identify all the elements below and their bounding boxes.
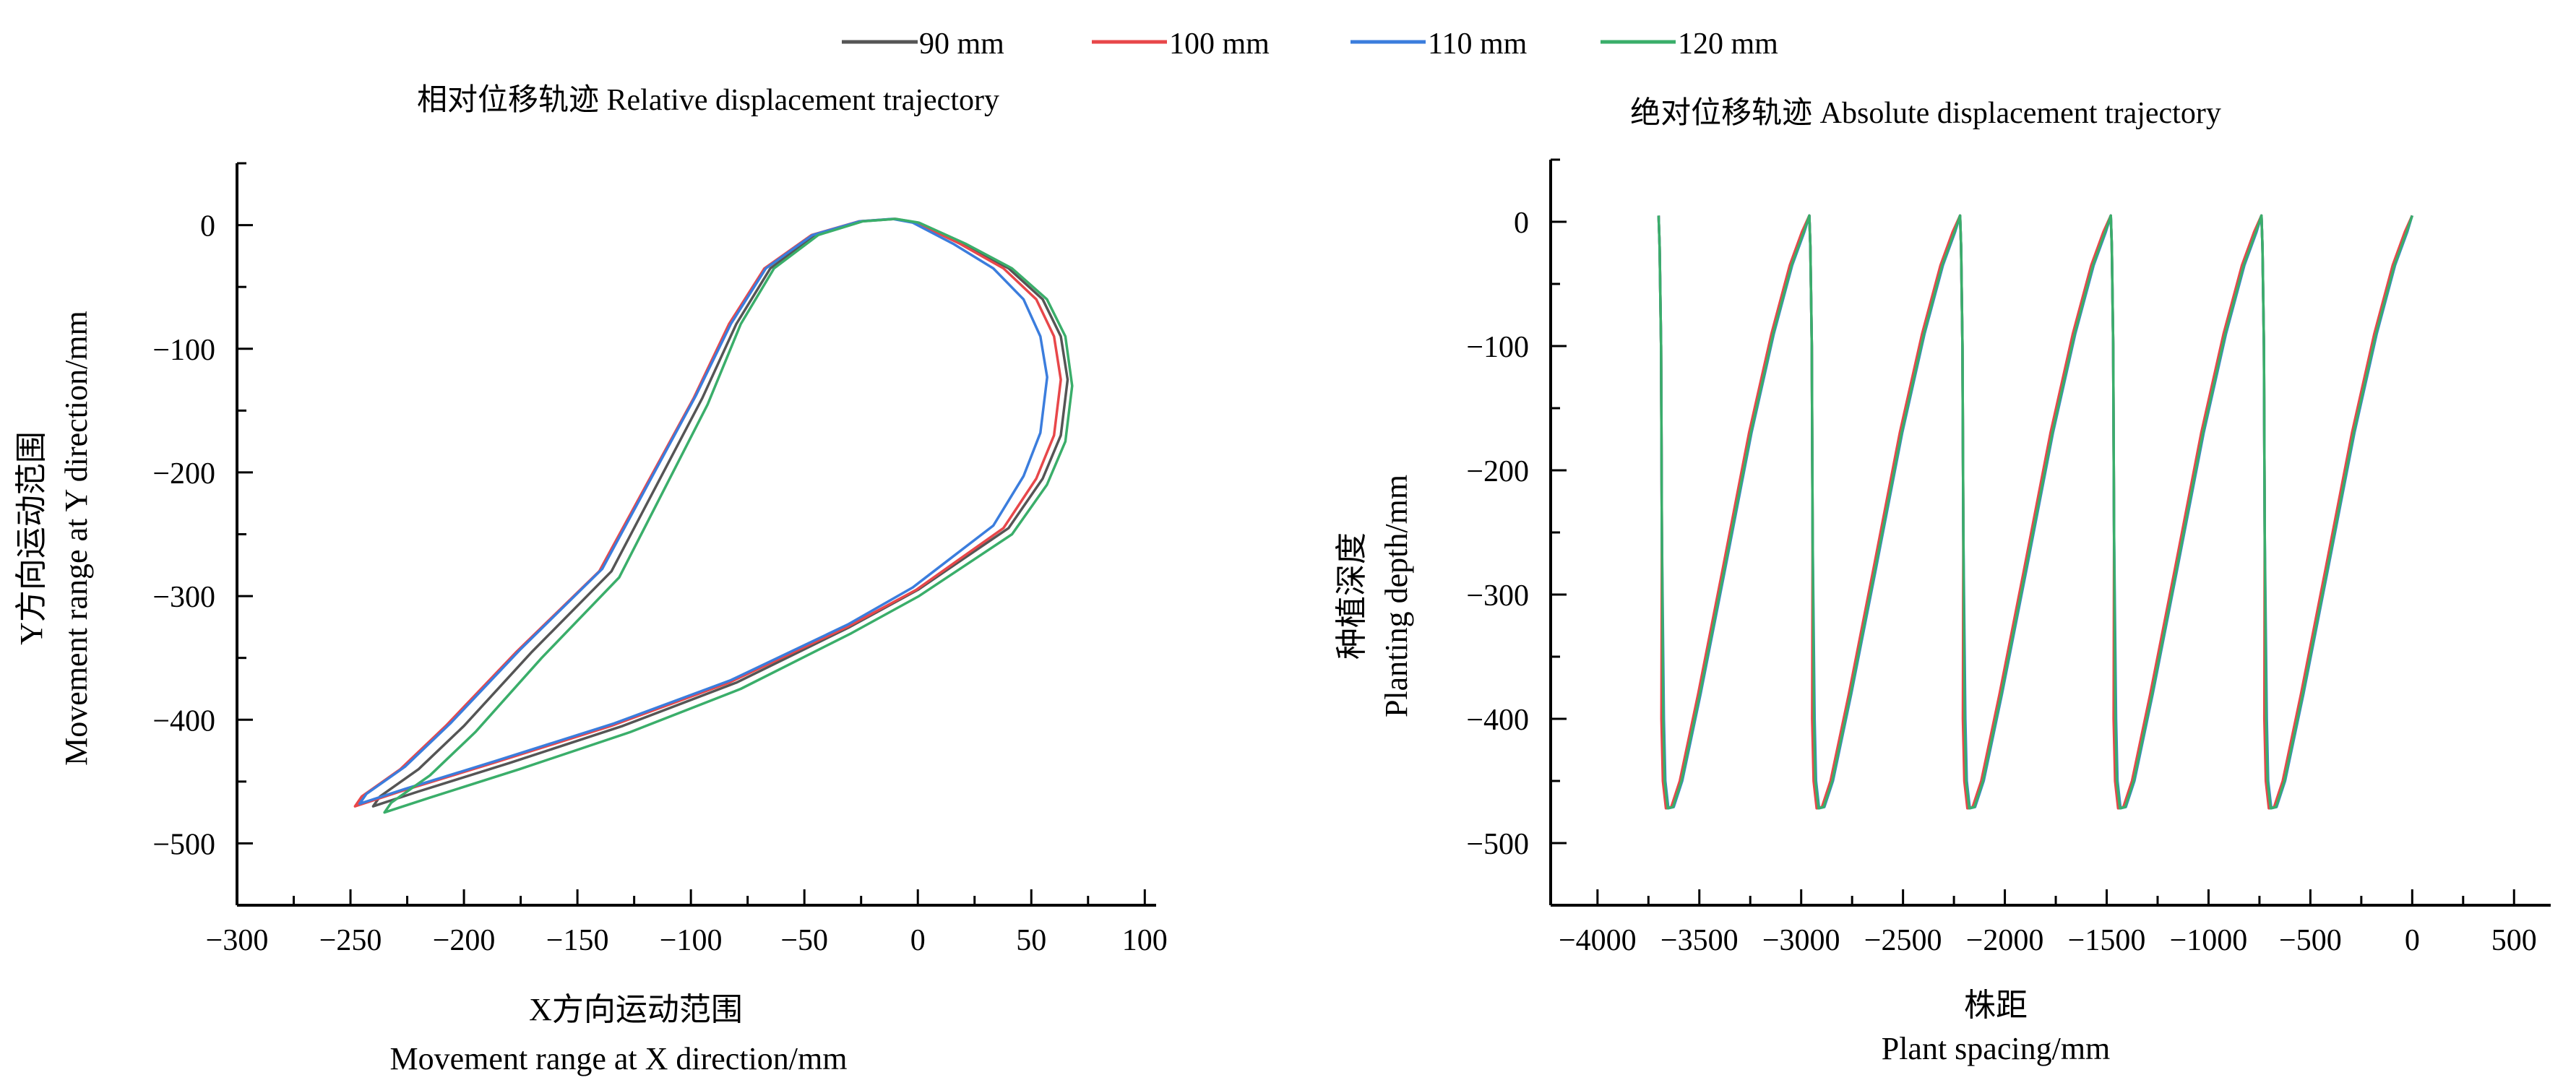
y-tick-label: −400 — [1466, 704, 1529, 737]
x-tick-label: 500 — [2491, 924, 2537, 957]
left-xlabel-en: Movement range at X direction/mm — [390, 1041, 848, 1076]
legend-label-120: 120 mm — [1678, 27, 1778, 61]
x-tick-label: −2500 — [1864, 924, 1942, 957]
x-tick-label: −200 — [433, 924, 496, 957]
legend: 90 mm 100 mm 110 mm 120 mm — [842, 27, 1778, 61]
right-xlabel-en: Plant spacing/mm — [1882, 1031, 2111, 1066]
x-tick-label: 50 — [1016, 924, 1046, 957]
x-tick-label: −1000 — [2170, 924, 2248, 957]
x-tick-label: −150 — [546, 924, 609, 957]
legend-label-110: 110 mm — [1428, 27, 1528, 61]
right-y-axis-label: 种植深度 Planting depth/mm — [1334, 475, 1414, 717]
left-chart-title: 相对位移轨迹 Relative displacement trajectory — [417, 83, 999, 117]
right-plot: −4000 −3500 −3000 −2500 −2000 −1500 −1000 −500 0… — [1466, 158, 2551, 957]
right-xlabel-cn: 株距 — [1964, 988, 2028, 1023]
left-plot: −300 −250 −200 −150 −100 −50 0 50 1000−100−200−3… — [152, 162, 1168, 957]
x-tick-label: −3000 — [1762, 924, 1840, 957]
y-tick-label: −500 — [152, 828, 215, 861]
right-ylabel-cn: 种植深度 — [1334, 532, 1369, 660]
x-tick-label: −500 — [2279, 924, 2342, 957]
x-tick-label: −1500 — [2068, 924, 2146, 957]
absolute-trajectory-120mm — [1657, 214, 2413, 810]
y-tick-label: −400 — [152, 704, 215, 738]
legend-label-100: 100 mm — [1169, 27, 1270, 61]
x-tick-label: 0 — [910, 924, 926, 957]
x-tick-label: −100 — [660, 924, 723, 957]
left-xlabel-cn: X方向运动范围 — [529, 992, 743, 1027]
x-tick-label: −4000 — [1559, 924, 1637, 957]
x-tick-label: −2000 — [1966, 924, 2044, 957]
right-ylabel-en: Planting depth/mm — [1379, 475, 1414, 717]
relative-trajectory-100mm — [353, 217, 1062, 808]
y-tick-label: −300 — [1466, 579, 1529, 613]
y-tick-label: 0 — [1514, 207, 1529, 240]
y-tick-label: −100 — [152, 334, 215, 367]
legend-label-90: 90 mm — [919, 27, 1004, 61]
y-tick-label: −200 — [152, 457, 215, 491]
y-tick-label: −100 — [1466, 331, 1529, 364]
y-tick-label: −500 — [1466, 828, 1529, 861]
relative-trajectory-120mm — [383, 217, 1074, 814]
relative-trajectory-90mm — [371, 217, 1069, 808]
left-ylabel-cn: Y方向运动范围 — [14, 431, 49, 645]
y-tick-label: 0 — [200, 210, 215, 243]
relative-trajectory-110mm — [358, 217, 1048, 806]
left-ylabel-en: Movement range at Y direction/mm — [59, 311, 94, 766]
x-tick-label: −300 — [206, 924, 269, 957]
x-tick-label: 100 — [1122, 924, 1168, 957]
y-tick-label: −300 — [152, 581, 215, 614]
x-tick-label: −3500 — [1660, 924, 1739, 957]
x-tick-label: −50 — [780, 924, 828, 957]
x-tick-label: −250 — [319, 924, 382, 957]
y-tick-label: −200 — [1466, 455, 1529, 488]
x-tick-label: 0 — [2405, 924, 2420, 957]
left-y-axis-label: Y方向运动范围 Movement range at Y direction/mm — [14, 311, 94, 766]
right-chart-title: 绝对位移轨迹 Absolute displacement trajectory — [1630, 96, 2221, 130]
